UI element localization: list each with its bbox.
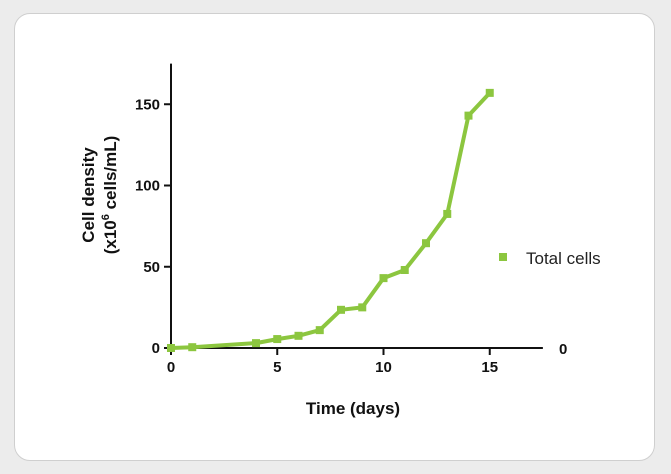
y-axis-title-line2: (x106 cells/mL) xyxy=(100,136,120,255)
data-point xyxy=(379,274,388,283)
series-layer xyxy=(167,88,494,352)
x-tick-label: 5 xyxy=(273,359,281,376)
legend-label: Total cells xyxy=(526,249,601,268)
data-point xyxy=(273,335,282,344)
y-tick-label: 100 xyxy=(135,178,160,195)
x-tick-label: 10 xyxy=(375,359,392,376)
data-point xyxy=(400,266,409,274)
legend: Total cells xyxy=(499,249,601,268)
data-point xyxy=(294,331,303,340)
y-axis-title-suffix: cells/mL) xyxy=(101,136,120,214)
axes xyxy=(170,63,543,349)
y-tick-label: 150 xyxy=(135,96,160,113)
y-tick-label: 50 xyxy=(143,259,160,276)
series-line xyxy=(169,90,492,350)
right-axis-label: 0 xyxy=(559,341,567,358)
y-tick-label: 0 xyxy=(152,340,160,357)
data-point xyxy=(337,305,345,314)
ticks: 0 50 100 150 0 5 10 15 xyxy=(135,96,498,376)
data-point xyxy=(167,344,175,352)
data-point xyxy=(315,326,324,335)
data-point xyxy=(252,339,260,348)
x-axis-title: Time (days) xyxy=(306,399,400,418)
data-point xyxy=(464,111,473,120)
y-axis-title-prefix: (x10 xyxy=(101,220,120,254)
data-point xyxy=(485,88,494,97)
data-point xyxy=(358,303,367,312)
y-axis-title-group: Cell density (x106 cells/mL) xyxy=(79,136,120,255)
data-point xyxy=(443,209,452,218)
x-tick-label: 0 xyxy=(167,359,175,376)
y-axis-title-superscript: 6 xyxy=(100,214,112,220)
x-tick-label: 15 xyxy=(481,359,498,376)
data-point xyxy=(188,343,197,352)
y-axis-title-line1: Cell density xyxy=(79,147,98,243)
chart-card xyxy=(14,13,655,461)
data-point xyxy=(422,239,430,248)
legend-swatch xyxy=(499,253,507,261)
